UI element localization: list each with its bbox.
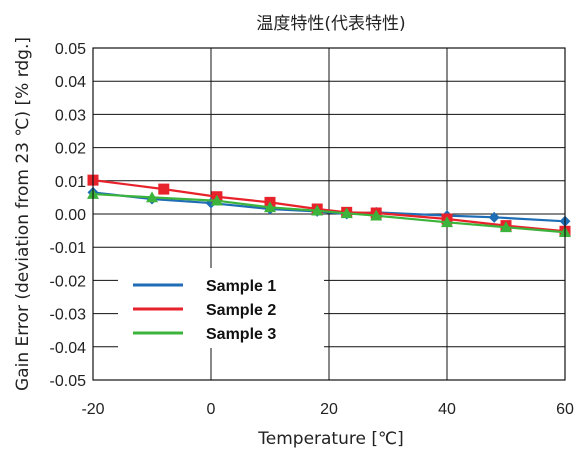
x-tick-label: 40 [438, 401, 456, 418]
y-tick-label: -0.01 [50, 240, 87, 257]
data-point [146, 191, 158, 203]
series-line [92, 192, 566, 234]
data-point [370, 209, 383, 221]
x-tick-labels: -20 0 20 40 60 [81, 401, 574, 418]
x-axis-label: Temperature [℃] [257, 429, 403, 449]
legend-label: Sample 2 [206, 302, 276, 319]
x-tick-label: 60 [556, 401, 574, 418]
legend-label: Sample 3 [206, 326, 276, 343]
y-tick-label: 0.03 [55, 107, 86, 124]
x-tick-label: -20 [81, 401, 104, 418]
data-point [311, 204, 324, 216]
x-tick-label: 20 [320, 401, 338, 418]
x-tick-label: 0 [207, 401, 216, 418]
data-point [264, 201, 276, 213]
y-tick-label: -0.04 [50, 340, 87, 357]
data-point [488, 211, 500, 223]
data-point [340, 207, 353, 219]
legend-label: Sample 1 [206, 278, 276, 295]
y-tick-label: -0.02 [50, 273, 87, 290]
legend: Sample 1 Sample 2 Sample 3 [118, 268, 324, 348]
data-point [158, 183, 170, 195]
y-tick-label: -0.03 [50, 307, 87, 324]
chart-title: 温度特性(代表特性) [256, 14, 405, 34]
y-tick-labels: 0.05 0.04 0.03 0.02 0.01 0.00 -0.01 -0.02 -0.03 -… [50, 41, 87, 390]
data-point [441, 216, 453, 228]
y-tick-label: -0.05 [50, 373, 87, 390]
data-point [210, 194, 223, 206]
plot-frame [92, 47, 566, 381]
y-tick-label: 0.02 [55, 141, 86, 158]
y-tick-label: 0.00 [55, 207, 86, 224]
series-3 [87, 188, 571, 238]
y-tick-label: 0.05 [55, 41, 86, 58]
data-point [500, 221, 512, 233]
series-line [92, 179, 566, 233]
y-tick-label: 0.04 [55, 74, 86, 91]
y-tick-label: 0.01 [55, 174, 86, 191]
y-axis-label: Gain Error (deviation from 23 ℃) [% rdg.… [13, 37, 33, 391]
